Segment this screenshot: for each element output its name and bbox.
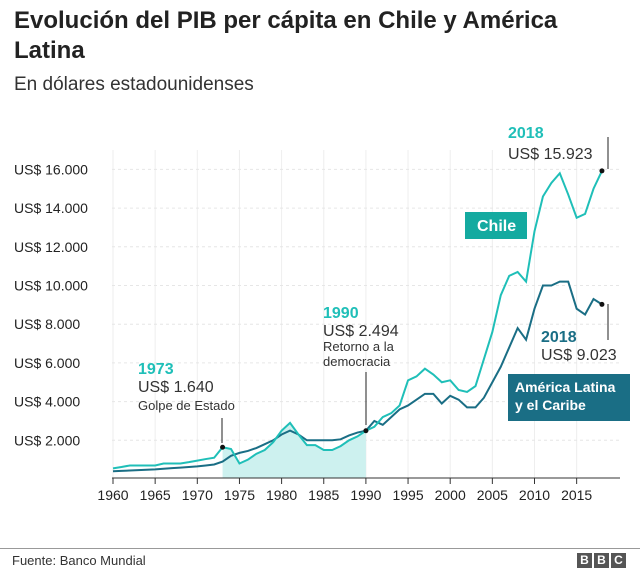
x-tick-label: 2005 bbox=[477, 487, 508, 503]
source-note: Fuente: Banco Mundial bbox=[12, 553, 146, 568]
annotation-point bbox=[220, 444, 226, 450]
annotation-1990-year: 1990 bbox=[323, 305, 359, 322]
latam-label: y el Caribe bbox=[515, 397, 586, 413]
line-chart: 1960 1965 1970 1975 1980 1985 1990 1995 2000 2005… bbox=[14, 125, 630, 503]
footer-divider bbox=[0, 548, 640, 549]
x-tick-label: 1970 bbox=[182, 487, 213, 503]
annotation-1990-value: US$ 2.494 bbox=[323, 323, 399, 340]
x-tick-label: 1965 bbox=[140, 487, 171, 503]
x-tick-label: 1990 bbox=[350, 487, 381, 503]
y-tick-label: US$ 16.000 bbox=[14, 161, 88, 177]
x-tick-label: 2010 bbox=[519, 487, 550, 503]
annotation-chile-2018-value: US$ 15.923 bbox=[508, 146, 593, 163]
series-line-latam bbox=[112, 280, 603, 473]
annotation-chile-2018-year: 2018 bbox=[508, 125, 544, 142]
chile-label-box bbox=[465, 212, 527, 239]
y-tick-label: US$ 8.000 bbox=[14, 316, 80, 332]
chart-title: Evolución del PIB per cápita en Chile y … bbox=[14, 7, 558, 64]
annotation-1973-year: 1973 bbox=[138, 361, 174, 378]
y-tick-label: US$ 6.000 bbox=[14, 355, 80, 371]
chart-subtitle: En dólares estadounidenses bbox=[14, 74, 254, 95]
x-tick-label: 1975 bbox=[224, 487, 255, 503]
x-tick-label: 2015 bbox=[561, 487, 592, 503]
y-tick-label: US$ 2.000 bbox=[14, 432, 80, 448]
annotation-1990-note: democracia bbox=[323, 354, 391, 369]
annotation-latam-2018-value: US$ 9.023 bbox=[541, 347, 617, 364]
annotation-point bbox=[599, 301, 605, 307]
annotation-point bbox=[363, 428, 369, 434]
latam-label: América Latina bbox=[515, 379, 616, 395]
annotation-1990-note: Retorno a la bbox=[323, 339, 395, 354]
x-tick-label: 1960 bbox=[97, 487, 128, 503]
x-tick-label: 1985 bbox=[308, 487, 339, 503]
x-tick-label: 1980 bbox=[266, 487, 297, 503]
latam-label-box bbox=[508, 374, 630, 421]
annotation-1973-value: US$ 1.640 bbox=[138, 379, 214, 396]
chile-label: Chile bbox=[477, 218, 516, 235]
annotation-latam-2018-year: 2018 bbox=[541, 329, 577, 346]
y-tick-label: US$ 12.000 bbox=[14, 239, 88, 255]
y-tick-label: US$ 14.000 bbox=[14, 200, 88, 216]
y-tick-label: US$ 10.000 bbox=[14, 278, 88, 294]
y-tick-label: US$ 4.000 bbox=[14, 394, 80, 410]
x-tick-label: 1995 bbox=[392, 487, 423, 503]
annotation-point bbox=[599, 168, 605, 174]
x-tick-label: 2000 bbox=[435, 487, 466, 503]
series-line-chile bbox=[112, 170, 603, 470]
annotation-1973-note: Golpe de Estado bbox=[138, 398, 235, 413]
shaded-period-dictatorship bbox=[222, 422, 366, 478]
